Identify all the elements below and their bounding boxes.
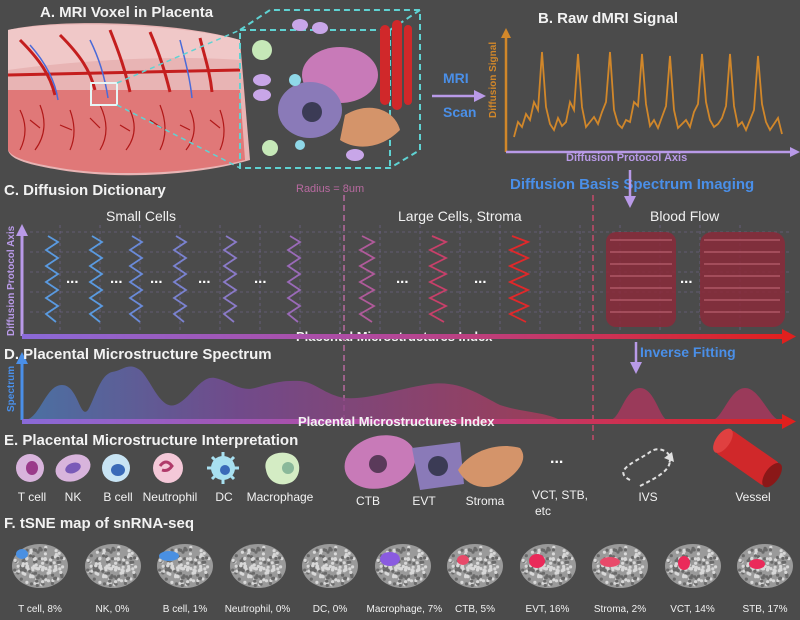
- label-evt: EVT: [412, 494, 436, 508]
- tsne-highlight-2: [159, 551, 179, 561]
- blood-flow-profiles: [606, 232, 785, 327]
- tsne-map-5: [374, 544, 431, 588]
- tsne-highlight-8: [600, 557, 620, 567]
- tsne-label-4: DC, 0%: [312, 604, 348, 615]
- ellipsis-2: ...: [110, 270, 123, 287]
- tsne-highlight-10: [749, 559, 765, 569]
- panel-d-x-label: Placental Microstructures Index: [298, 414, 495, 429]
- tsne-label-2: B cell, 1%: [162, 604, 208, 615]
- ellipsis-7: ...: [474, 270, 487, 287]
- tsne-highlight-0: [16, 549, 28, 559]
- dbsi-label: Diffusion Basis Spectrum Imaging: [510, 176, 755, 193]
- tsne-map-7: [519, 544, 576, 588]
- spectrum-area: [24, 366, 560, 420]
- label-etc: etc: [534, 504, 551, 518]
- panel-b-x-label: Diffusion Protocol Axis: [566, 152, 688, 164]
- mri-scan-line2: Scan: [443, 104, 477, 120]
- tsne-map-10: [737, 544, 793, 588]
- tsne-label-7: EVT, 16%: [525, 604, 570, 615]
- signal-trace: [513, 51, 783, 138]
- tsne-label-5: Macrophage, 7%: [366, 604, 443, 615]
- label-nk: NK: [64, 490, 82, 504]
- tsne-label-8: Stroma, 2%: [593, 604, 647, 615]
- tsne-label-1: NK, 0%: [95, 604, 130, 615]
- group-blood-flow: Blood Flow: [650, 208, 720, 224]
- label-ivs: IVS: [638, 490, 658, 504]
- ellipsis-3: ...: [150, 270, 163, 287]
- ellipsis-cells: ...: [550, 450, 564, 467]
- group-large-cells-stroma: Large Cells, Stroma: [398, 208, 522, 224]
- tsne-label-3: Neutrophil, 0%: [224, 604, 291, 615]
- ellipsis-8: ...: [680, 270, 693, 287]
- label-b-cell: B cell: [103, 490, 133, 504]
- label-dc: DC: [215, 490, 233, 504]
- tsne-map-8: [592, 544, 648, 588]
- panel-a-title: A. MRI Voxel in Placenta: [40, 4, 214, 21]
- radius-label: Radius = 8um: [296, 183, 365, 195]
- tsne-map-0: [12, 544, 68, 588]
- ellipsis-4: ...: [198, 270, 211, 287]
- label-neutrophil: Neutrophil: [142, 490, 198, 504]
- raw-dmri-signal-plot: [501, 28, 800, 157]
- tsne-label-10: STB, 17%: [742, 604, 788, 615]
- label-ctb: CTB: [356, 494, 380, 508]
- ellipsis-6: ...: [396, 270, 409, 287]
- label-vessel: Vessel: [735, 490, 771, 504]
- label-t-cell: T cell: [17, 490, 47, 504]
- tsne-highlight-9: [677, 556, 690, 570]
- tsne-map-2: [157, 544, 213, 588]
- tsne-map-1: [84, 544, 141, 588]
- ellipsis-1: ...: [66, 270, 79, 287]
- label-vct-stb: VCT, STB,: [531, 488, 588, 502]
- panel-f-title: F. tSNE map of snRNA-seq: [4, 515, 195, 532]
- panel-d-title: D. Placental Microstructure Spectrum: [4, 346, 272, 363]
- tsne-map-3: [229, 544, 286, 588]
- tsne-highlight-5: [379, 552, 400, 566]
- panel-b-title: B. Raw dMRI Signal: [538, 10, 679, 27]
- tsne-map-4: [302, 544, 358, 588]
- tsne-label-6: CTB, 5%: [454, 604, 495, 615]
- ellipsis-5: ...: [254, 270, 267, 287]
- label-macrophage: Macrophage: [246, 490, 314, 504]
- tsne-highlight-7: [528, 554, 545, 568]
- tsne-row: T cell, 8% NK, 0% B cell, 1% Neutrophil, 0%…: [0, 532, 800, 620]
- tsne-label-0: T cell, 8%: [18, 604, 62, 615]
- label-stroma: Stroma: [465, 494, 505, 508]
- tsne-map-6: [447, 544, 503, 588]
- panel-e-title: E. Placental Microstructure Interpretati…: [4, 432, 299, 449]
- mri-scan-line1: MRI: [443, 70, 469, 86]
- tsne-label-9: VCT, 14%: [670, 604, 715, 615]
- mri-scan-arrow: [432, 90, 486, 102]
- group-small-cells: Small Cells: [106, 208, 177, 224]
- tsne-highlight-6: [457, 555, 469, 565]
- tsne-map-9: [664, 544, 721, 588]
- inverse-fitting-label: Inverse Fitting: [640, 344, 736, 360]
- panel-c-title: C. Diffusion Dictionary: [4, 182, 166, 199]
